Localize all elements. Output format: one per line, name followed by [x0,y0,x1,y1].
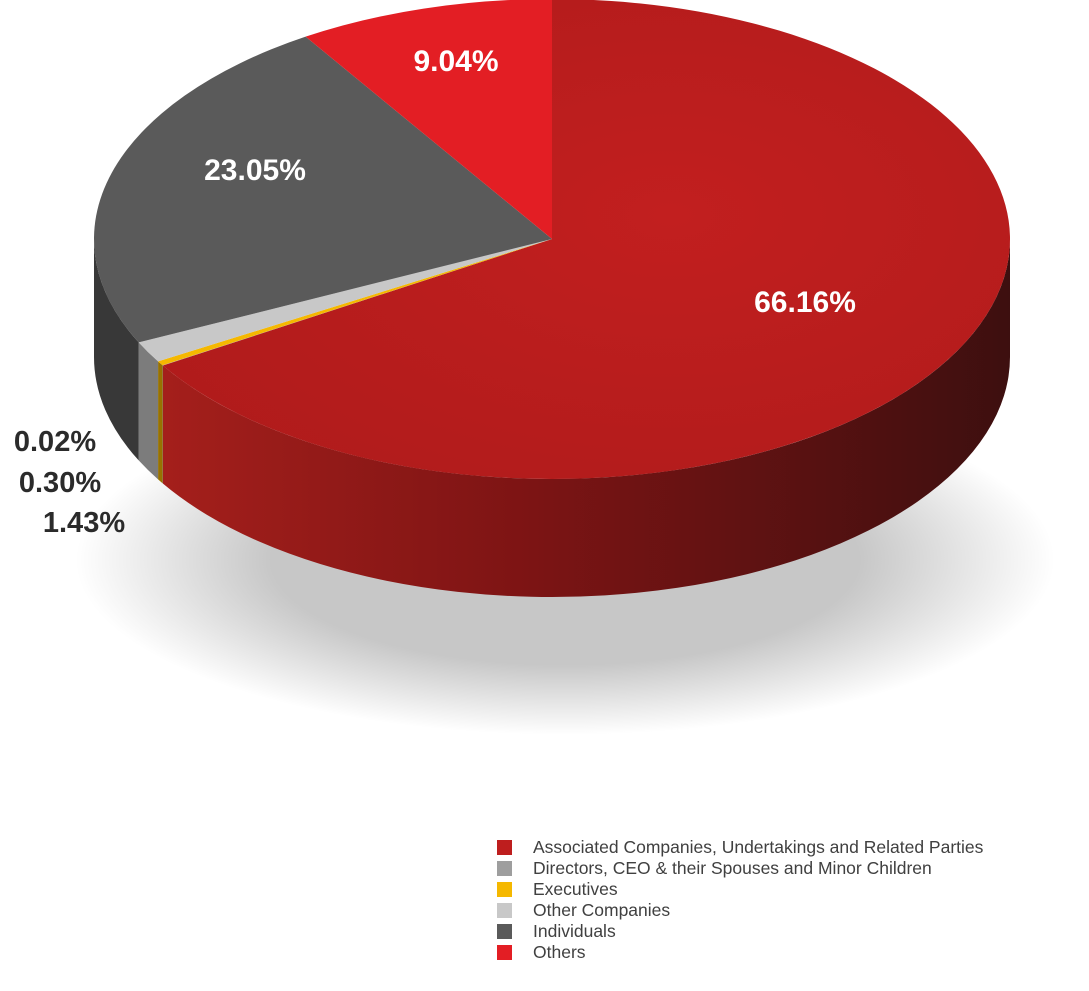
legend-item: Associated Companies, Undertakings and R… [497,837,983,858]
pie-side-executives [158,361,163,484]
pie-slice-associated-companies-undertakings-and-related-parties [162,0,1010,479]
legend-label: Others [533,942,586,962]
data-label-individuals: 23.05% [204,154,306,187]
legend-item: Others [497,942,983,963]
pie-side-associated-companies-undertakings-and-related-parties [162,239,1010,597]
legend-swatch [497,840,512,855]
legend-swatch [497,882,512,897]
data-label-associated-companies-undertakings-and-related-parties: 66.16% [754,286,856,319]
legend-swatch [497,945,512,960]
pie-slice-directors-ceo-their-spouses-and-minor-children [162,239,552,366]
legend-swatch [497,924,512,939]
pie-slice-others [305,0,552,239]
pie-side-other-companies [138,342,159,480]
legend-label: Other Companies [533,900,671,920]
legend-label: Individuals [533,921,616,941]
legend-item: Executives [497,879,983,900]
pie-slice-executives [158,239,553,366]
data-label-executives: 0.30% [19,467,101,499]
data-label-other-companies: 1.43% [43,507,125,539]
legend-swatch [497,903,512,918]
legend-item: Directors, CEO & their Spouses and Minor… [497,858,983,879]
legend: Associated Companies, Undertakings and R… [497,837,983,963]
pie-slice-individuals [94,36,552,343]
data-label-directors-ceo-their-spouses-and-minor-children: 0.02% [14,426,96,458]
pie-side-individuals [94,239,139,461]
pie-slice-other-companies [138,239,553,362]
legend-label: Directors, CEO & their Spouses and Minor… [533,858,932,878]
legend-item: Individuals [497,921,983,942]
legend-label: Executives [533,879,618,899]
legend-label: Associated Companies, Undertakings and R… [533,837,984,857]
data-label-others: 9.04% [413,45,498,78]
legend-item: Other Companies [497,900,983,921]
legend-swatch [497,861,512,876]
